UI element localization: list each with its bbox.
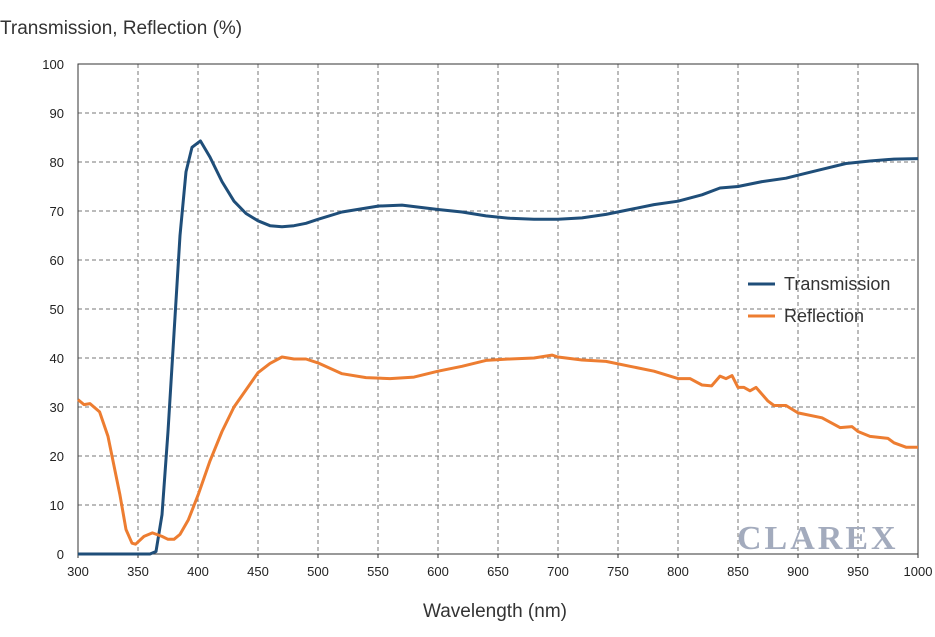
x-tick-label: 1000 <box>904 564 933 579</box>
x-tick-label: 850 <box>727 564 749 579</box>
y-tick-label: 70 <box>50 204 64 219</box>
x-tick-label: 650 <box>487 564 509 579</box>
y-tick-label: 10 <box>50 498 64 513</box>
y-tick-label: 40 <box>50 351 64 366</box>
series-line-reflection <box>77 353 918 546</box>
x-tick-label: 550 <box>367 564 389 579</box>
x-tick-label: 900 <box>787 564 809 579</box>
series-line-transmission <box>78 139 919 556</box>
y-tick-label: 50 <box>50 302 64 317</box>
y-tick-label: 0 <box>57 547 64 562</box>
chart-title: Transmission, Reflection (%) <box>0 18 242 39</box>
legend-label-transmission: Transmission <box>784 274 890 294</box>
x-axis-label: Wavelength (nm) <box>423 601 567 622</box>
y-tick-label: 80 <box>50 155 64 170</box>
x-tick-label: 700 <box>547 564 569 579</box>
legend-label-reflection: Reflection <box>784 306 864 326</box>
x-tick-label: 300 <box>67 564 89 579</box>
x-tick-label: 400 <box>187 564 209 579</box>
y-tick-label: 60 <box>50 253 64 268</box>
x-tick-label: 750 <box>607 564 629 579</box>
x-tick-label: 600 <box>427 564 449 579</box>
y-tick-label: 100 <box>42 57 64 72</box>
y-tick-label: 20 <box>50 449 64 464</box>
x-tick-label: 350 <box>127 564 149 579</box>
grid <box>78 64 918 554</box>
legend: Transmission Reflection <box>748 274 890 326</box>
tick-labels: 300 350 400 450 500 550 600 650 700 750 800 850 900 9… <box>42 57 932 579</box>
y-tick-label: 90 <box>50 106 64 121</box>
x-tick-label: 950 <box>847 564 869 579</box>
x-tick-label: 500 <box>307 564 329 579</box>
series <box>77 139 919 556</box>
watermark-logo: CLAREX <box>737 520 899 557</box>
x-tick-label: 800 <box>667 564 689 579</box>
x-tick-label: 450 <box>247 564 269 579</box>
y-tick-label: 30 <box>50 400 64 415</box>
